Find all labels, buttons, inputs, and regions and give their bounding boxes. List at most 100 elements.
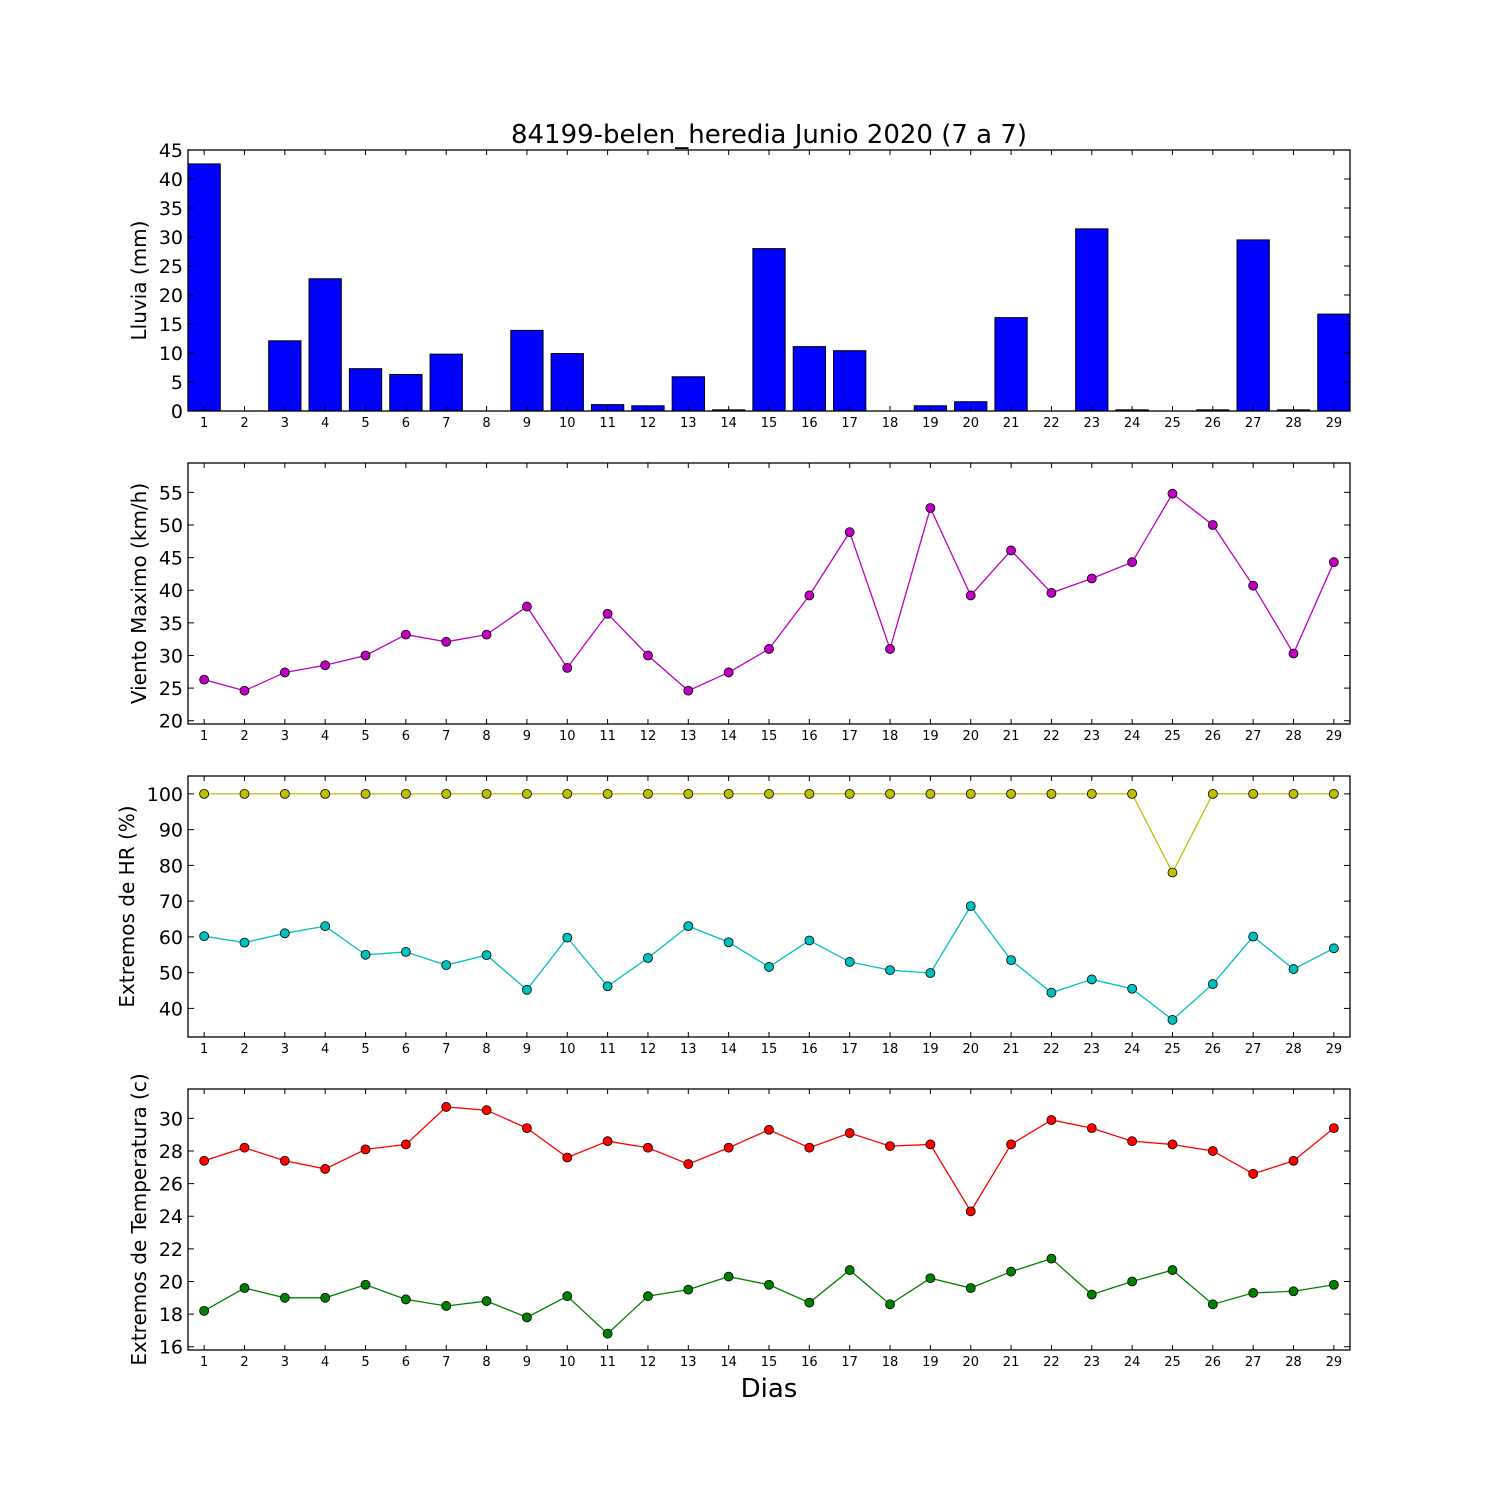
x-tick-label: 23 bbox=[1084, 729, 1101, 744]
x-tick-label: 2 bbox=[240, 729, 248, 744]
y-tick-label: 20 bbox=[159, 1271, 183, 1293]
x-tick-label: 11 bbox=[599, 729, 616, 744]
bar-day-1 bbox=[187, 163, 221, 412]
series-2-point-day-23 bbox=[1086, 1289, 1097, 1300]
x-tick-label: 27 bbox=[1245, 416, 1262, 431]
y-tick-label: 50 bbox=[159, 515, 183, 537]
series-2-point-day-6 bbox=[400, 1294, 411, 1305]
series-2-point-day-17 bbox=[844, 1265, 855, 1275]
series-1-point-day-19 bbox=[925, 1139, 936, 1150]
series-1-point-day-28 bbox=[1288, 788, 1299, 799]
x-tick-label: 19 bbox=[922, 416, 939, 431]
x-tick-label: 27 bbox=[1245, 729, 1262, 744]
x-tick-label: 6 bbox=[402, 1042, 410, 1057]
series-1-point-day-7 bbox=[441, 636, 452, 647]
series-1-point-day-12 bbox=[643, 1142, 653, 1153]
x-tick-label: 13 bbox=[680, 729, 697, 744]
y-tick-label: 10 bbox=[159, 343, 183, 365]
y-tick-label: 15 bbox=[159, 314, 183, 336]
series-line-1 bbox=[203, 492, 1335, 692]
series-1-point-day-21 bbox=[1006, 788, 1016, 799]
y-tick-label: 20 bbox=[159, 285, 183, 307]
series-1-point-day-11 bbox=[602, 608, 613, 619]
x-tick-label: 5 bbox=[361, 1355, 369, 1370]
x-tick-label: 29 bbox=[1326, 1355, 1343, 1370]
series-1-point-day-4 bbox=[320, 788, 331, 799]
series-1-point-day-16 bbox=[804, 788, 815, 799]
series-2-point-day-21 bbox=[1006, 1266, 1016, 1277]
x-tick-label: 10 bbox=[559, 416, 576, 431]
series-2-point-day-14 bbox=[723, 937, 734, 948]
series-2-point-day-3 bbox=[279, 1292, 290, 1303]
series-1-point-day-27 bbox=[1248, 580, 1259, 591]
y-tick-label: 50 bbox=[159, 963, 183, 985]
series-1-point-day-2 bbox=[239, 1142, 250, 1153]
y-tick-label: 5 bbox=[171, 372, 183, 394]
bar-day-16 bbox=[792, 346, 826, 412]
x-tick-label: 3 bbox=[281, 1042, 289, 1057]
series-1-point-day-7 bbox=[441, 1102, 452, 1112]
x-tick-label: 19 bbox=[922, 1355, 939, 1370]
series-1-point-day-9 bbox=[522, 601, 532, 612]
series-1-point-day-21 bbox=[1006, 1139, 1016, 1150]
x-tick-label: 22 bbox=[1043, 416, 1060, 431]
series-2-point-day-18 bbox=[885, 1299, 895, 1310]
series-2-point-day-28 bbox=[1288, 1286, 1299, 1297]
x-tick-label: 7 bbox=[442, 416, 450, 431]
series-1-point-day-10 bbox=[562, 788, 573, 799]
x-tick-label: 20 bbox=[962, 729, 979, 744]
y-tick-label: 35 bbox=[159, 613, 183, 635]
series-2-point-day-16 bbox=[804, 935, 815, 946]
x-axis-label: Dias bbox=[741, 1374, 798, 1404]
x-tick-label: 21 bbox=[1003, 1042, 1020, 1057]
bar-day-7 bbox=[429, 353, 463, 412]
series-1-point-day-25 bbox=[1167, 1139, 1178, 1150]
bar-day-3 bbox=[268, 340, 302, 412]
series-1-point-day-18 bbox=[885, 788, 895, 799]
x-tick-label: 7 bbox=[442, 729, 450, 744]
series-2-point-day-5 bbox=[360, 1279, 371, 1290]
series-1-point-day-10 bbox=[562, 662, 573, 673]
series-1-point-day-21 bbox=[1006, 545, 1016, 556]
series-2-point-day-2 bbox=[239, 937, 250, 948]
x-tick-label: 15 bbox=[761, 729, 778, 744]
bar-day-29 bbox=[1317, 313, 1351, 412]
series-1-point-day-10 bbox=[562, 1152, 573, 1163]
series-2-point-day-8 bbox=[481, 1296, 492, 1306]
y-tick-label: 30 bbox=[159, 227, 183, 249]
x-tick-label: 16 bbox=[801, 416, 818, 431]
series-2-point-day-16 bbox=[804, 1297, 815, 1308]
y-axis-label: Extremos de HR (%) bbox=[115, 805, 139, 1007]
y-tick-label: 70 bbox=[159, 891, 183, 913]
x-tick-label: 22 bbox=[1043, 1355, 1060, 1370]
x-tick-label: 3 bbox=[281, 416, 289, 431]
x-tick-label: 6 bbox=[402, 1355, 410, 1370]
plot-frame bbox=[187, 462, 1351, 725]
series-1-point-day-2 bbox=[239, 788, 250, 799]
y-tick-label: 40 bbox=[159, 580, 183, 602]
series-2-point-day-6 bbox=[400, 947, 411, 957]
series-1-point-day-24 bbox=[1127, 557, 1138, 568]
y-tick-label: 35 bbox=[159, 198, 183, 220]
x-tick-label: 13 bbox=[680, 416, 697, 431]
x-tick-label: 29 bbox=[1326, 1042, 1343, 1057]
series-2-point-day-13 bbox=[683, 1284, 694, 1295]
bar-day-27 bbox=[1236, 239, 1270, 412]
series-2-point-day-20 bbox=[965, 901, 976, 912]
y-tick-label: 16 bbox=[159, 1337, 183, 1359]
series-2-point-day-25 bbox=[1167, 1014, 1178, 1025]
series-1-point-day-17 bbox=[844, 788, 855, 799]
x-tick-label: 16 bbox=[801, 1355, 818, 1370]
x-tick-label: 18 bbox=[882, 416, 899, 431]
figure-title: 84199-belen_heredia Junio 2020 (7 a 7) bbox=[511, 120, 1027, 150]
x-tick-label: 2 bbox=[240, 1355, 248, 1370]
x-tick-label: 28 bbox=[1285, 1355, 1302, 1370]
x-tick-label: 9 bbox=[523, 1355, 531, 1370]
series-2-point-day-19 bbox=[925, 968, 936, 978]
series-2-point-day-21 bbox=[1006, 955, 1016, 966]
x-tick-label: 21 bbox=[1003, 729, 1020, 744]
x-tick-label: 20 bbox=[962, 416, 979, 431]
series-1-point-day-8 bbox=[481, 788, 492, 799]
series-2-point-day-7 bbox=[441, 1301, 452, 1311]
